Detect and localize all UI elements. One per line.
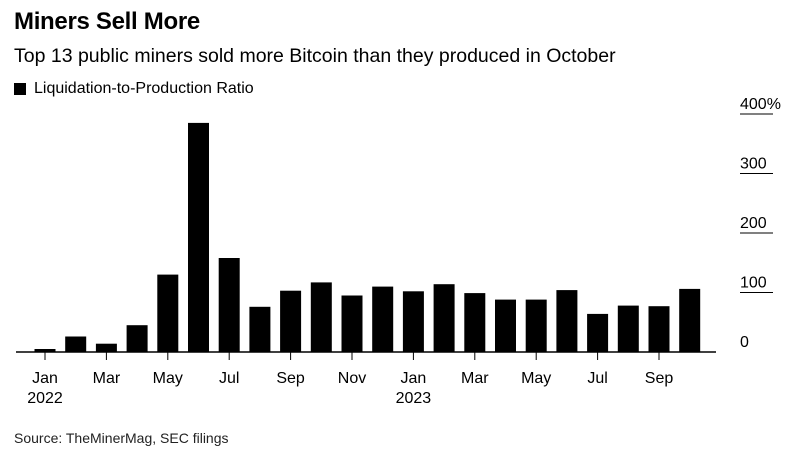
y-tick-label-300: 300 xyxy=(740,156,767,173)
bar-2023-08 xyxy=(617,305,639,352)
legend-label: Liquidation-to-Production Ratio xyxy=(34,80,254,97)
x-tick-year-label-0: 2022 xyxy=(27,390,63,407)
x-tick-label-14: Mar xyxy=(461,370,489,387)
y-tick-label-0: 0 xyxy=(740,334,749,351)
x-tick-label-8: Sep xyxy=(276,370,305,387)
y-axis-ticks: 0 100 200 300 400% xyxy=(740,96,781,351)
legend-swatch xyxy=(14,83,26,95)
y-tick-label-100: 100 xyxy=(740,275,767,292)
bars-group xyxy=(34,122,701,353)
bar-2022-03 xyxy=(95,343,117,352)
x-tick-label-0: Jan xyxy=(32,370,58,387)
x-tick-year-label-12: 2023 xyxy=(396,390,432,407)
bar-2022-01 xyxy=(34,349,56,352)
source-note: Source: TheMinerMag, SEC filings xyxy=(14,430,229,446)
y-tick-label-400: 400% xyxy=(740,96,781,113)
bar-2022-02 xyxy=(65,336,87,352)
bar-2023-07 xyxy=(587,313,609,352)
y-tick-label-200: 200 xyxy=(740,215,767,232)
chart-subtitle: Top 13 public miners sold more Bitcoin t… xyxy=(14,45,616,67)
bar-2022-08 xyxy=(249,306,271,352)
bar-2023-04 xyxy=(495,299,516,352)
x-tick-label-20: Sep xyxy=(645,370,674,387)
bar-2022-09 xyxy=(280,290,302,352)
chart-legend: Liquidation-to-Production Ratio xyxy=(14,80,254,98)
x-tick-label-6: Jul xyxy=(219,370,239,387)
bar-2022-04 xyxy=(126,325,148,352)
bar-2023-01 xyxy=(402,291,424,352)
bar-2022-05 xyxy=(157,274,179,352)
x-tick-label-4: May xyxy=(153,370,183,387)
bar-2023-05 xyxy=(525,299,547,352)
bar-2023-03 xyxy=(464,293,486,352)
x-axis-ticks: Jan 2022 Mar May Jul Sep Nov Jan 2023 Mar May Jul Se… xyxy=(27,352,673,407)
bar-2023-09 xyxy=(648,306,670,352)
x-tick-label-2: Mar xyxy=(93,370,121,387)
x-tick-label-16: May xyxy=(521,370,551,387)
x-tick-label-18: Jul xyxy=(587,370,607,387)
bar-2023-06 xyxy=(556,290,578,352)
bar-2022-10 xyxy=(310,282,332,352)
bar-2022-07 xyxy=(218,258,240,352)
chart-title: Miners Sell More xyxy=(14,8,200,35)
bar-2022-12 xyxy=(372,286,394,352)
bar-2023-10 xyxy=(679,288,701,352)
bar-2023-02 xyxy=(433,284,455,352)
bar-2022-06 xyxy=(188,122,209,353)
x-tick-label-10: Nov xyxy=(338,370,366,387)
bar-2022-11 xyxy=(341,295,363,352)
x-tick-label-12: Jan xyxy=(401,370,427,387)
